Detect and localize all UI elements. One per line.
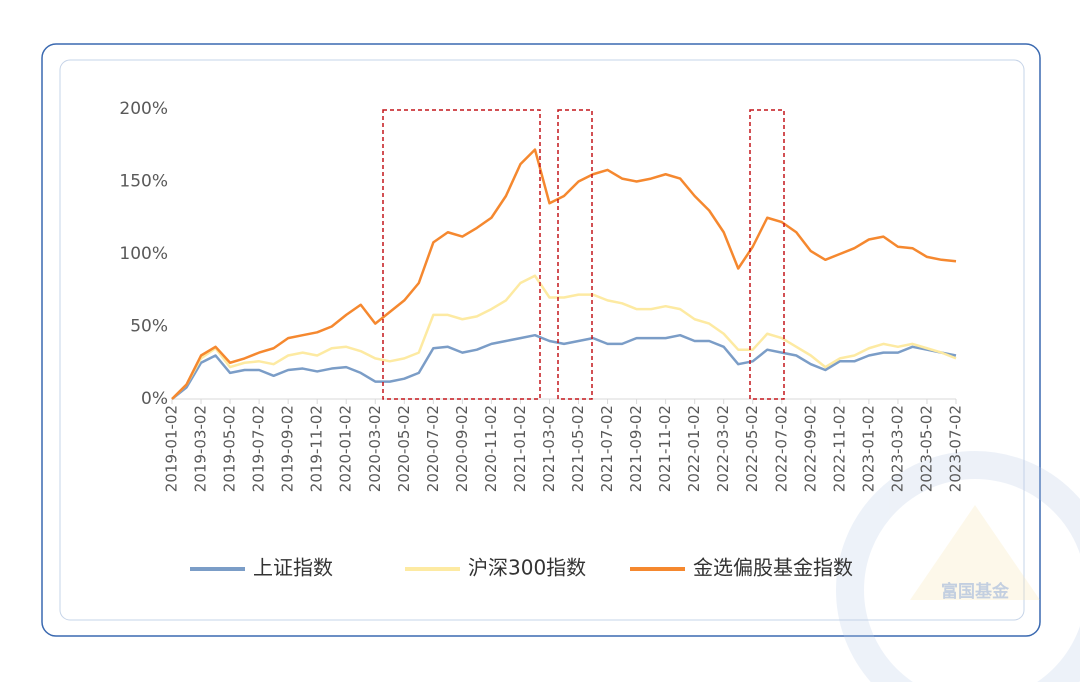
legend-label: 上证指数: [253, 556, 333, 580]
x-tick-label: 2020-01-02: [337, 405, 355, 492]
series-line: [171, 333, 957, 400]
x-tick-label: 2022-07-02: [772, 405, 790, 492]
x-tick-label: 2019-05-02: [221, 405, 239, 492]
y-tick-label: 100%: [119, 244, 168, 264]
y-tick-label: 200%: [119, 99, 168, 119]
x-tick-label: 2023-07-02: [947, 405, 965, 492]
inner-frame: [59, 59, 1025, 621]
x-tick-label: 2021-05-02: [569, 405, 587, 492]
x-tick-label: 2023-03-02: [888, 405, 906, 492]
x-tick-label: 2022-11-02: [830, 405, 848, 492]
y-tick-label: 150%: [119, 172, 168, 192]
x-tick-label: 2020-11-02: [482, 405, 500, 492]
x-tick-label: 2020-05-02: [395, 405, 413, 492]
x-tick-label: 2019-03-02: [192, 405, 210, 492]
watermark: 富国基金: [941, 581, 1010, 602]
x-tick-label: 2020-03-02: [366, 405, 384, 492]
series-line: [171, 274, 957, 400]
x-tick-label: 2020-09-02: [453, 405, 471, 492]
x-tick-label: 2019-09-02: [279, 405, 297, 492]
y-tick-label: 0%: [141, 389, 168, 409]
x-tick-label: 2023-05-02: [917, 405, 935, 492]
x-tick-label: 2020-07-02: [424, 405, 442, 492]
legend-label: 金选偏股基金指数: [693, 556, 853, 580]
x-tick-label: 2019-01-02: [163, 405, 181, 492]
outer-frame: [41, 43, 1041, 637]
x-tick-label: 2023-01-02: [859, 405, 877, 492]
x-tick-label: 2021-09-02: [627, 405, 645, 492]
series-line: [171, 148, 957, 400]
legend-label: 沪深300指数: [468, 556, 586, 580]
y-tick-label: 50%: [130, 317, 168, 337]
highlight-boxes: [382, 109, 785, 400]
x-tick-label: 2022-09-02: [801, 405, 819, 492]
x-tick-label: 2022-03-02: [714, 405, 732, 492]
x-tick-label: 2019-07-02: [250, 405, 268, 492]
x-tick-label: 2021-03-02: [540, 405, 558, 492]
watermark-logo: [836, 451, 1080, 682]
x-tick-label: 2021-11-02: [656, 405, 674, 492]
x-tick-label: 2022-01-02: [685, 405, 703, 492]
x-tick-label: 2021-01-02: [511, 405, 529, 492]
x-tick-label: 2021-07-02: [598, 405, 616, 492]
x-tick-label: 2022-05-02: [743, 405, 761, 492]
x-tick-label: 2019-11-02: [308, 405, 326, 492]
